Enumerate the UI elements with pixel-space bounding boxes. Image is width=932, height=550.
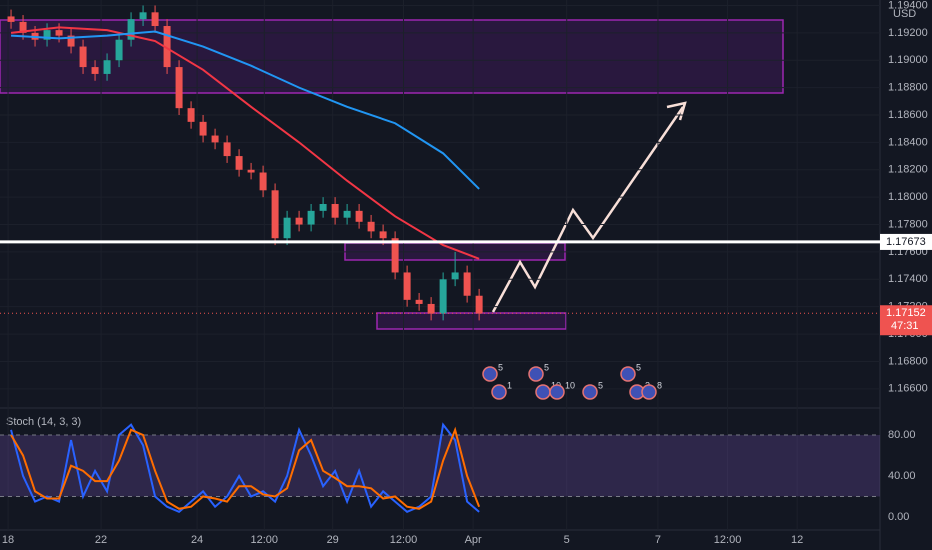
candle-body [223,142,231,157]
candle-body [247,169,255,173]
demand-zone [376,312,567,330]
candle-body [211,135,219,143]
arrow-head [666,101,687,121]
candle-body [19,21,27,33]
candle-body [415,299,423,304]
candle-body [319,204,327,211]
event-label: 1 [507,380,512,390]
y-tick-label: 1.19000 [888,54,928,66]
event-icon [620,366,636,382]
x-tick-label: 7 [655,534,661,546]
countdown: 47:31 [891,320,919,332]
stoch-tick-label: 40.00 [888,470,916,482]
stoch-line [10,426,481,510]
candle-body [439,279,447,314]
y-tick-label: 1.18800 [888,82,928,94]
y-tick-label: 1.18600 [888,109,928,121]
candle-body [379,231,387,239]
candle-body [367,221,375,232]
indicator-title: Stoch (14, 3, 3) [6,416,81,428]
event-label: 8 [657,380,662,390]
event-label: 10 [565,380,575,390]
event-label: 5 [598,380,603,390]
event-icon [491,384,507,400]
x-tick-label: 24 [191,534,203,546]
candle-body [103,60,111,74]
event-icon [528,366,544,382]
candle-body [343,210,351,218]
level-label: 1.17673 [886,236,926,248]
x-tick-label: Apr [465,534,482,546]
candle-body [43,30,51,40]
candle-body [163,26,171,68]
candle-body [55,30,63,36]
event-icon [641,384,657,400]
candle-body [391,238,399,273]
stoch-tick-label: 80.00 [888,429,916,441]
y-tick-label: 1.18000 [888,191,928,203]
x-tick-label: 29 [327,534,339,546]
currency: USD [893,8,916,20]
y-tick-label: 1.17800 [888,218,928,230]
candle-body [355,210,363,222]
candle-body [451,272,459,280]
candle-body [175,67,183,109]
candle-body [475,295,483,314]
last-price-tag [880,305,932,336]
level-tag [880,233,932,250]
projection-arrow [491,106,685,313]
candle-body [127,19,135,40]
candle-body [307,210,315,225]
candle-body [151,12,159,27]
x-tick-label: 5 [564,534,570,546]
event-icon [582,384,598,400]
event-icon [535,384,551,400]
candle-body [79,46,87,68]
candle-body [7,16,15,22]
candle-body [67,35,75,47]
x-tick-label: 18 [2,534,14,546]
event-label: 5 [636,362,641,372]
y-tick-label: 1.19200 [888,27,928,39]
y-tick-label: 1.19400 [888,0,928,11]
x-tick-label: 12 [791,534,803,546]
candle-body [283,217,291,239]
event-icon [549,384,565,400]
candle-body [139,12,147,20]
candle-body [199,121,207,136]
candle-body [235,156,243,170]
candle-body [271,190,279,239]
y-tick-label: 1.17400 [888,273,928,285]
y-tick-label: 1.16600 [888,383,928,395]
y-tick-label: 1.18200 [888,164,928,176]
x-tick-label: 12:00 [251,534,279,546]
moving-average [10,26,480,260]
event-label: 5 [544,362,549,372]
candle-body [463,272,471,296]
moving-average [10,30,480,190]
candle-body [115,39,123,61]
x-tick-label: 12:00 [714,534,742,546]
candle-body [427,303,435,314]
last-price-label: 1.17152 [886,307,926,319]
candle-body [403,272,411,300]
candle-body [187,108,195,122]
candle-body [91,67,99,74]
candle-body [295,217,303,225]
stoch-tick-label: 0.00 [888,511,909,523]
y-tick-label: 1.18400 [888,136,928,148]
event-label: 5 [498,362,503,372]
y-tick-label: 1.16800 [888,355,928,367]
candle-body [259,172,267,191]
x-tick-label: 22 [95,534,107,546]
candle-body [331,204,339,218]
event-icon [482,366,498,382]
x-tick-label: 12:00 [390,534,418,546]
